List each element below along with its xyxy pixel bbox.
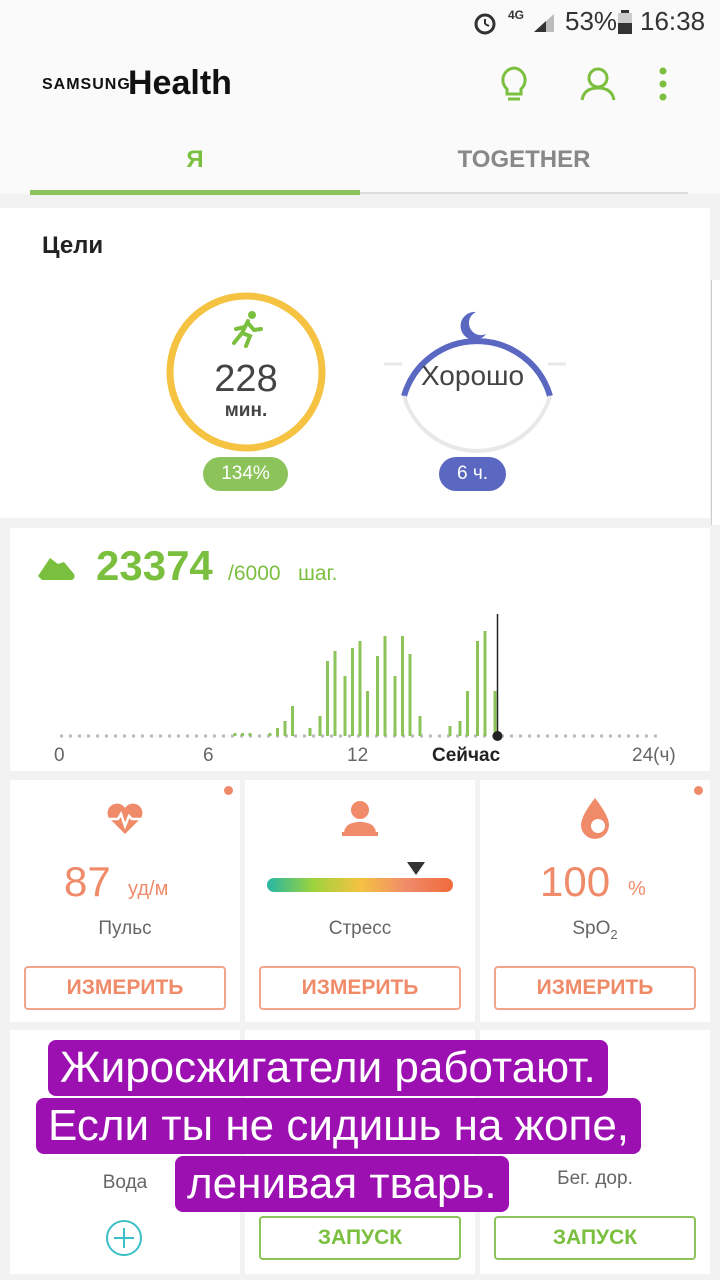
steps-value: 23374 — [96, 542, 213, 589]
tab-indicator — [30, 190, 360, 195]
stress-person-icon — [342, 801, 378, 836]
chart-bar — [476, 641, 479, 736]
chart-bar — [401, 636, 404, 736]
water-label: Вода — [102, 1172, 148, 1193]
chart-bar — [308, 728, 312, 736]
steps-unit: шаг. — [298, 562, 338, 585]
chart-bar — [408, 654, 412, 736]
spo2-value: 100 — [540, 858, 611, 905]
chart-bar — [418, 716, 422, 736]
shoe-icon — [38, 558, 75, 580]
treadmill-start-button[interactable]: ЗАПУСК — [494, 1216, 696, 1260]
chart-bar — [376, 656, 379, 736]
caption-line-2: Если ты не сидишь на жопе, — [36, 1098, 642, 1154]
pulse-measure-button[interactable]: ИЗМЕРИТЬ — [24, 966, 226, 1010]
stress-indicator — [406, 862, 425, 875]
more-icon[interactable] — [656, 66, 670, 102]
pulse-label: Пульс — [98, 918, 152, 939]
chart-bar — [241, 733, 244, 736]
profile-icon[interactable] — [578, 64, 618, 104]
chart-bar — [283, 721, 287, 736]
start-button[interactable]: ЗАПУСК — [259, 1216, 461, 1260]
axis-label-24: 24(ч) — [632, 745, 676, 766]
activity-unit: мин. — [224, 400, 268, 421]
chart-bar — [333, 651, 337, 736]
steps-chart — [60, 614, 660, 741]
scrollbar[interactable] — [711, 280, 720, 525]
chart-bar — [383, 636, 387, 736]
clock: 16:38 — [640, 6, 706, 36]
spo2-tile[interactable]: 100 % SpO2 ИЗМЕРИТЬ — [480, 780, 710, 1022]
chart-bar — [268, 733, 272, 736]
caption-line-3: ленивая тварь. — [175, 1156, 509, 1212]
running-icon — [232, 311, 263, 348]
stress-tile[interactable]: Стресс ИЗМЕРИТЬ — [245, 780, 475, 1022]
pulse-unit: уд/м — [128, 878, 169, 900]
chart-bar — [276, 728, 279, 736]
tab-divider — [360, 192, 688, 194]
activity-value: 228 — [214, 358, 278, 400]
activity-ring[interactable] — [160, 286, 332, 458]
signal-icon — [534, 14, 554, 32]
chart-bar — [358, 641, 362, 736]
axis-label-12: 12 — [347, 745, 369, 766]
axis-label-now: Сейчас — [432, 745, 501, 766]
caption-line-1: Жиросжигатели работают. — [48, 1040, 608, 1096]
alarm-icon — [474, 13, 496, 35]
sleep-badge: 6 ч. — [439, 457, 506, 491]
notification-dot — [694, 786, 703, 795]
stress-measure-button[interactable]: ИЗМЕРИТЬ — [259, 966, 461, 1010]
treadmill-label: Бег. дор. — [557, 1168, 633, 1189]
chart-bar — [466, 691, 469, 736]
axis-label-6: 6 — [203, 745, 214, 766]
notification-dot — [224, 786, 233, 795]
add-icon[interactable] — [104, 1218, 144, 1258]
lightbulb-icon[interactable] — [496, 64, 532, 104]
stress-gradient-bar — [267, 878, 453, 892]
spo2-label: SpO2 — [572, 918, 618, 942]
chart-bar — [493, 691, 497, 736]
sleep-value: Хорошо — [420, 360, 525, 391]
goals-title: Цели — [42, 232, 104, 259]
logo-samsung: SAMSUNG — [42, 76, 131, 93]
app-header: SAMSUNG Health Я TOGETHER — [0, 44, 720, 195]
sleep-ring[interactable] — [380, 286, 570, 458]
drop-icon — [581, 798, 609, 839]
chart-bar — [351, 648, 354, 736]
pulse-value: 87 — [64, 858, 111, 905]
chart-bar — [458, 721, 462, 736]
chart-bar — [343, 676, 347, 736]
battery-icon — [618, 10, 632, 34]
tab-me[interactable]: Я — [186, 146, 204, 173]
spo2-measure-button[interactable]: ИЗМЕРИТЬ — [494, 966, 696, 1010]
network-type: 4G — [508, 8, 525, 22]
chart-bar — [318, 716, 322, 736]
chart-bar — [483, 631, 487, 736]
chart-bar — [326, 661, 329, 736]
battery-percent: 53% — [565, 6, 618, 36]
stress-label: Стресс — [328, 918, 392, 939]
chart-bar — [291, 706, 294, 736]
pulse-tile[interactable]: 87 уд/м Пульс ИЗМЕРИТЬ — [10, 780, 240, 1022]
chart-bar — [448, 726, 452, 736]
chart-bar — [393, 676, 397, 736]
goals-card[interactable]: Цели 228 мин. 134% Хорошо 6 ч. — [0, 208, 710, 518]
steps-goal: /6000 — [228, 562, 281, 585]
axis-label-0: 0 — [54, 745, 65, 766]
spo2-unit: % — [628, 878, 646, 900]
chart-bar — [366, 691, 369, 736]
chart-bar — [233, 733, 237, 736]
now-marker — [492, 731, 503, 741]
activity-badge: 134% — [203, 457, 288, 491]
heart-icon — [107, 803, 143, 834]
chart-bar — [248, 733, 252, 736]
tab-together[interactable]: TOGETHER — [457, 146, 591, 173]
status-bar: 4G 53% 16:38 — [0, 0, 720, 44]
logo-health: Health — [128, 64, 232, 102]
moon-icon — [460, 311, 486, 340]
